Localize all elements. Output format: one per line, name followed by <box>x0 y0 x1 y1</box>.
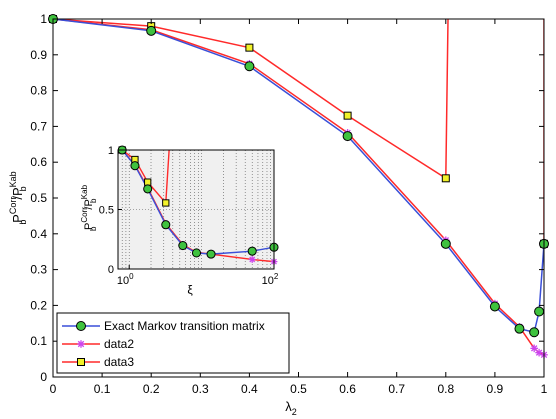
inset-point-data2-stroke <box>249 256 256 263</box>
main-point-exact-markov-transition-matrix <box>440 238 451 249</box>
main-point-data2-stroke <box>530 345 538 352</box>
legend-entry-data3: data3 <box>62 355 134 369</box>
main-point-exact-markov-transition-matrix <box>534 306 545 317</box>
inset-x-axis-label: ξ <box>187 283 193 297</box>
inset-y-tick-label: 1 <box>108 145 114 157</box>
main-point-exact-markov-transition-matrix <box>146 25 157 36</box>
main-point-exact-markov-transition-matrix <box>514 323 525 334</box>
inset-y-tick-label: 0.5 <box>99 205 114 217</box>
inset-point-exact-markov-transition-matrix <box>178 241 188 251</box>
main-x-tick-label: 0.5 <box>290 382 307 396</box>
main-x-tick-label: 0.4 <box>241 382 258 396</box>
main-point-data3 <box>441 174 450 183</box>
inset-y-axis-label: PCorrb/PKabb <box>80 184 98 231</box>
inset-point-exact-markov-transition-matrix <box>143 184 153 194</box>
legend-asterisk-glyph-stroke <box>77 340 85 348</box>
legend-asterisk-glyph <box>77 340 85 348</box>
main-x-tick-label: 0.6 <box>339 382 356 396</box>
main-x-tick-label: 0 <box>50 382 57 396</box>
main-y-tick-label: 0.1 <box>30 334 47 348</box>
main-x-tick-label: 0.2 <box>143 382 160 396</box>
inset-point-exact-markov-transition-matrix <box>206 249 216 259</box>
main-point-exact-markov-transition-matrix <box>489 301 500 312</box>
main-y-tick-label: 0.8 <box>30 84 47 98</box>
main-point-exact-markov-transition-matrix <box>342 131 353 142</box>
main-series-line-data3 <box>53 19 544 244</box>
main-point-data2 <box>530 344 538 353</box>
inset-point-exact-markov-transition-matrix <box>161 220 171 230</box>
main-point-data3 <box>245 43 254 52</box>
main-x-tick-label: 0.9 <box>487 382 504 396</box>
legend-label-data2: data2 <box>104 337 134 351</box>
main-y-tick-label: 0 <box>40 370 47 384</box>
main-x-tick-label: 0.3 <box>192 382 209 396</box>
inset-x-tick-label: 102 <box>262 272 279 287</box>
legend-label-exact: Exact Markov transition matrix <box>104 319 265 333</box>
inset-point-exact-markov-transition-matrix <box>130 161 140 171</box>
legend-label-data3: data3 <box>104 355 134 369</box>
legend-marker-data3 <box>77 358 85 366</box>
main-x-axis-label: λ2 <box>285 399 297 417</box>
main-point-exact-markov-transition-matrix <box>244 61 255 72</box>
main-x-tick-label: 0.7 <box>388 382 405 396</box>
legend-marker-exact <box>76 321 86 331</box>
main-y-tick-label: 1 <box>40 12 47 26</box>
inset-x-tick-label: 100 <box>117 272 134 287</box>
main-point-data3 <box>343 111 352 120</box>
inset-point-data2 <box>248 256 256 263</box>
legend: Exact Markov transition matrix data2 dat… <box>56 312 290 374</box>
main-y-axis-label: PCorrb/PKabb <box>8 171 28 224</box>
main-y-tick-label: 0.4 <box>30 227 47 241</box>
inset-point-data3 <box>144 178 152 186</box>
inset-point-exact-markov-transition-matrix <box>191 248 202 258</box>
main-x-tick-label: 0.1 <box>94 382 111 396</box>
legend-marker-data2 <box>77 340 85 348</box>
main-x-tick-label: 1 <box>541 382 548 396</box>
inset-point-data3 <box>162 199 170 207</box>
main-y-tick-label: 0.3 <box>30 263 47 277</box>
legend-entry-exact: Exact Markov transition matrix <box>62 319 265 333</box>
main-x-tick-label: 0.8 <box>437 382 454 396</box>
main-y-tick-label: 0.6 <box>30 155 47 169</box>
main-point-data2-stroke <box>535 349 543 356</box>
main-y-tick-label: 0.9 <box>30 48 47 62</box>
main-point-exact-markov-transition-matrix <box>529 327 540 338</box>
main-y-tick-label: 0.5 <box>30 191 47 205</box>
main-y-tick-label: 0.2 <box>30 298 47 312</box>
legend-entry-data2: data2 <box>62 337 134 351</box>
main-series-line-exact-markov-transition-matrix <box>53 19 544 334</box>
inset-chart: 100 102 0 0.5 1 ξ PCorrb/PKabb <box>80 145 279 297</box>
inset-y-tick-label: 0 <box>108 264 114 276</box>
main-y-tick-label: 0.7 <box>30 119 47 133</box>
inset-point-exact-markov-transition-matrix <box>247 246 257 256</box>
legend-box <box>56 312 290 374</box>
